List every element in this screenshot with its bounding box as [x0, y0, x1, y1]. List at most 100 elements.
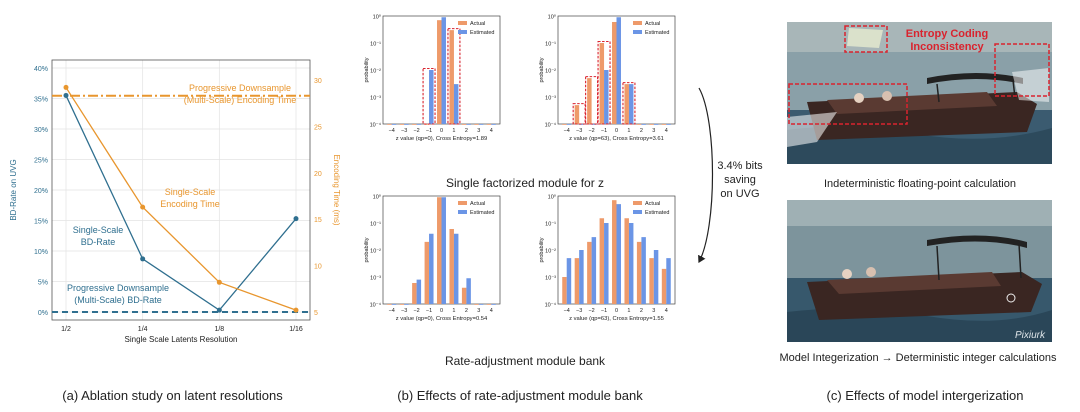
boat-photo-int: Pixiurk	[787, 200, 1052, 342]
y-tick-label: 35%	[34, 97, 48, 104]
bar-actual	[612, 200, 617, 304]
bar-estimated	[616, 17, 621, 125]
hist-x-tick: −4	[564, 128, 570, 134]
y2-tick-label: 10	[314, 264, 322, 271]
bar-actual	[587, 78, 592, 124]
legend-label: Actual	[645, 201, 660, 207]
hist-y-tick: 10⁻¹	[545, 222, 556, 228]
highlight-box	[597, 40, 611, 125]
bar-actual	[649, 124, 654, 125]
highlight-box	[447, 28, 461, 125]
bar-actual	[437, 197, 442, 304]
hist-x-tick: 3	[652, 128, 655, 134]
x-tick-label: 1/2	[61, 326, 71, 333]
bar-actual	[437, 20, 442, 125]
hist-x-tick: 4	[490, 308, 493, 314]
hist-x-tick: −4	[389, 308, 395, 314]
hist-x-tick: 0	[440, 128, 443, 134]
bottom-photo-label: Model Integerization → Deterministic int…	[779, 352, 1057, 364]
hist-y-tick: 10⁻⁴	[370, 302, 382, 309]
hist-x-label: z value (qp=0), Cross Entropy=1.89	[396, 136, 488, 142]
bar-actual	[624, 218, 629, 304]
hist-x-tick: 0	[615, 308, 618, 314]
saving-note-2: saving	[724, 174, 756, 186]
data-point	[63, 92, 69, 98]
series-line	[65, 87, 297, 311]
bar-actual	[574, 105, 580, 124]
hist-y-tick: 10⁻⁴	[370, 122, 382, 129]
bar-estimated	[416, 124, 422, 125]
legend-swatch	[633, 201, 642, 205]
histogram-panel: 10⁰ 10⁻¹ 10⁻² 10⁻³ 10⁻⁴ probability −4 −3 −2 −1 0 1…	[364, 14, 763, 369]
y-tick-label: 30%	[34, 127, 48, 134]
hist-x-tick: −3	[401, 308, 407, 314]
hist-x-tick: 1	[452, 128, 455, 134]
bar-actual	[636, 241, 642, 304]
legend-label: Estimated	[470, 210, 494, 216]
hist-x-tick: −1	[601, 128, 607, 134]
hist-x-tick: 1	[627, 128, 630, 134]
bar-actual	[424, 241, 430, 304]
bar-estimated	[429, 70, 434, 124]
legend-swatch	[633, 21, 642, 25]
legend-swatch	[633, 30, 642, 34]
bd-series-label-2: BD-Rate	[81, 237, 116, 247]
boat-photo-float: Entropy Coding Inconsistency	[787, 22, 1052, 164]
bar-estimated	[453, 84, 459, 124]
ref-bd-label-2: (Multi-Scale) BD-Rate	[74, 295, 162, 305]
grid	[52, 60, 310, 320]
hist-y-tick: 10⁰	[548, 14, 557, 21]
ablation-line-chart: 0% 5% 10% 15% 20% 25% 30% 35% 40% 5 10 15 20 25 30 1/…	[9, 59, 341, 344]
data-point	[216, 279, 222, 285]
y-tick-label: 40%	[34, 66, 48, 73]
bar-actual	[661, 124, 667, 125]
bar-actual	[636, 124, 642, 125]
bar-estimated	[453, 233, 459, 304]
saving-note-3: on UVG	[720, 188, 759, 200]
x-tick-label: 1/8	[214, 326, 224, 333]
bar-actual	[649, 258, 654, 304]
histogram-top-left: 10⁰ 10⁻¹ 10⁻² 10⁻³ 10⁻⁴ probability −4 −3 −2 −1 0 1…	[364, 14, 501, 142]
y-tick-label: 10%	[34, 249, 48, 256]
bar-actual	[474, 124, 479, 125]
data-point	[293, 307, 299, 313]
annotation-line-1: Entropy Coding	[906, 28, 989, 40]
hist-y-label: probability	[364, 237, 370, 262]
y2-tick-label: 20	[314, 171, 322, 178]
bar-estimated	[491, 124, 496, 125]
ref-enc-label-1: Progressive Downsample	[189, 83, 291, 93]
bar-estimated	[441, 197, 446, 304]
y-tick-label: 0%	[38, 310, 48, 317]
ref-enc-label-2: (Multi-Scale) Encoding Time	[184, 95, 297, 105]
hist-y-label: probability	[364, 57, 370, 82]
hist-x-tick: 4	[665, 308, 668, 314]
y2-axis-ticks: 5 10 15 20 25 30	[314, 78, 322, 317]
hist-x-tick: −2	[588, 308, 594, 314]
bar-actual	[449, 30, 454, 125]
saving-arrow	[698, 87, 714, 264]
hist-y-tick: 10⁻⁴	[545, 302, 557, 309]
bar-estimated	[566, 258, 572, 304]
bar-actual	[587, 241, 592, 304]
bar-estimated	[591, 124, 597, 125]
caption-a: (a) Ablation study on latent resolutions	[62, 388, 283, 403]
bar-estimated	[466, 124, 471, 125]
highlight-box	[585, 76, 599, 125]
bar-actual	[486, 124, 492, 125]
bar-estimated	[466, 278, 471, 304]
hist-y-tick: 10⁻³	[370, 96, 381, 102]
data-point	[140, 256, 146, 262]
bar-actual	[399, 124, 405, 125]
hist-x-tick: −3	[576, 308, 582, 314]
histogram-top-right: 10⁰ 10⁻¹ 10⁻² 10⁻³ 10⁻⁴ probability −4 −3 −2 −1 0 1…	[539, 14, 676, 142]
hist-y-tick: 10⁻³	[370, 276, 381, 282]
hist-y-tick: 10⁻¹	[545, 42, 556, 48]
annotation-line-2: Inconsistency	[910, 41, 984, 53]
top-row-title: Single factorized module for z	[446, 176, 604, 190]
bar-actual	[461, 287, 467, 304]
bar-actual	[424, 124, 430, 125]
bar-estimated	[591, 237, 597, 304]
hist-y-tick: 10⁻²	[545, 69, 556, 75]
plot-frame	[51, 59, 311, 321]
bar-estimated	[441, 17, 446, 125]
